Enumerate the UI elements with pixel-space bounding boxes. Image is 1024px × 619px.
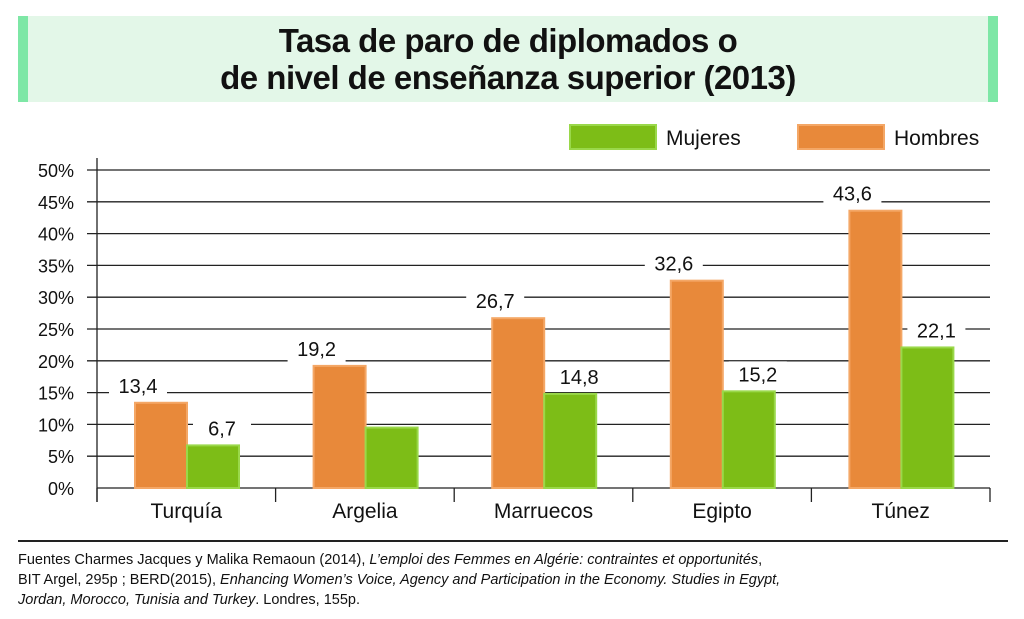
bar-hombres-0 [134,401,188,489]
y-tick-label: 25% [38,320,74,340]
x-tick-label: Argelia [332,500,398,523]
source-text: , [758,552,763,568]
y-tick-label: 15% [38,384,74,404]
y-tick-label: 35% [38,256,74,276]
bar-mujeres-1 [364,426,419,489]
source-text: BIT Argel, 295p ; BERD(2015), [18,572,221,588]
x-tick-label: Turquía [151,500,223,523]
data-label: 22,1 [917,320,956,342]
data-label: 13,4 [119,376,158,398]
data-label: 15,2 [738,364,777,386]
legend-label-hombres: Hombres [894,127,979,150]
sources-note: Fuentes Charmes Jacques y Malika Remaoun… [18,540,1008,610]
data-label-bg [466,288,525,315]
y-tick-label: 45% [38,193,74,213]
title-line-1: Tasa de paro de diplomados o [278,22,738,59]
y-tick-label: 30% [38,288,74,308]
source-text: Fuentes Charmes Jacques y Malika Remaoun… [18,552,370,568]
bar-mujeres-0 [186,444,240,489]
title-line-2: de nivel de enseñanza superior (2013) [220,59,796,96]
y-tick-label: 20% [38,352,74,372]
y-tick-label: 10% [38,415,74,435]
source-title: Enhancing Women’s Voice, Agency and Part… [220,572,781,588]
x-tick-label: Marruecos [494,500,593,523]
data-label-bg [109,372,167,399]
data-label-bg [287,335,346,362]
y-tick-label: 50% [38,161,74,181]
bar-hombres-4 [848,209,903,489]
data-label: 14,8 [560,367,599,389]
y-tick-label: 0% [48,479,74,499]
bar-chart: 0% 5% 10% 15% 20% 25% 30% 35% 40% 45% 50% 13,4 6,7 Tu… [38,124,991,523]
data-label-bg [550,363,609,390]
y-tick-label: 5% [48,447,74,467]
bar-mujeres-2 [543,392,598,490]
bar-mujeres-4 [900,346,955,489]
bar-hombres-3 [669,279,724,489]
x-tick-label: Túnez [872,500,930,523]
x-tick-label: Egipto [692,500,752,523]
legend-swatch-hombres [797,124,885,150]
title-banner: Tasa de paro de diplomados o de nivel de… [18,16,998,102]
sources-line-2: BIT Argel, 295p ; BERD(2015), Enhancing … [18,570,1008,590]
bar-mujeres-3 [721,390,776,489]
sources-line-1: Fuentes Charmes Jacques y Malika Remaoun… [18,550,1008,570]
bar-hombres-2 [491,317,546,489]
source-title: L’emploi des Femmes en Algérie: contrain… [369,552,759,568]
source-title: Jordan, Morocco, Tunisia and Turkey [18,592,256,608]
data-label: 32,6 [654,254,693,276]
chart-title: Tasa de paro de diplomados o de nivel de… [28,22,988,96]
sources-line-3: Jordan, Morocco, Tunisia and Turkey. Lon… [18,590,1008,610]
legend-label-mujeres: Mujeres [666,127,741,150]
data-label-bg [644,250,703,277]
bar-hombres-1 [312,364,367,489]
data-label-bg [907,317,966,344]
data-label-bg [823,180,882,207]
data-label: 19,2 [297,339,336,361]
source-text: . Londres, 155p. [255,592,361,608]
y-tick-label: 40% [38,225,74,245]
data-label: 6,7 [208,418,236,440]
data-label-bg [728,361,787,388]
data-label: 43,6 [833,184,872,206]
data-label: 26,7 [476,291,515,313]
legend-swatch-mujeres [569,124,657,150]
data-label-bg [193,415,251,442]
